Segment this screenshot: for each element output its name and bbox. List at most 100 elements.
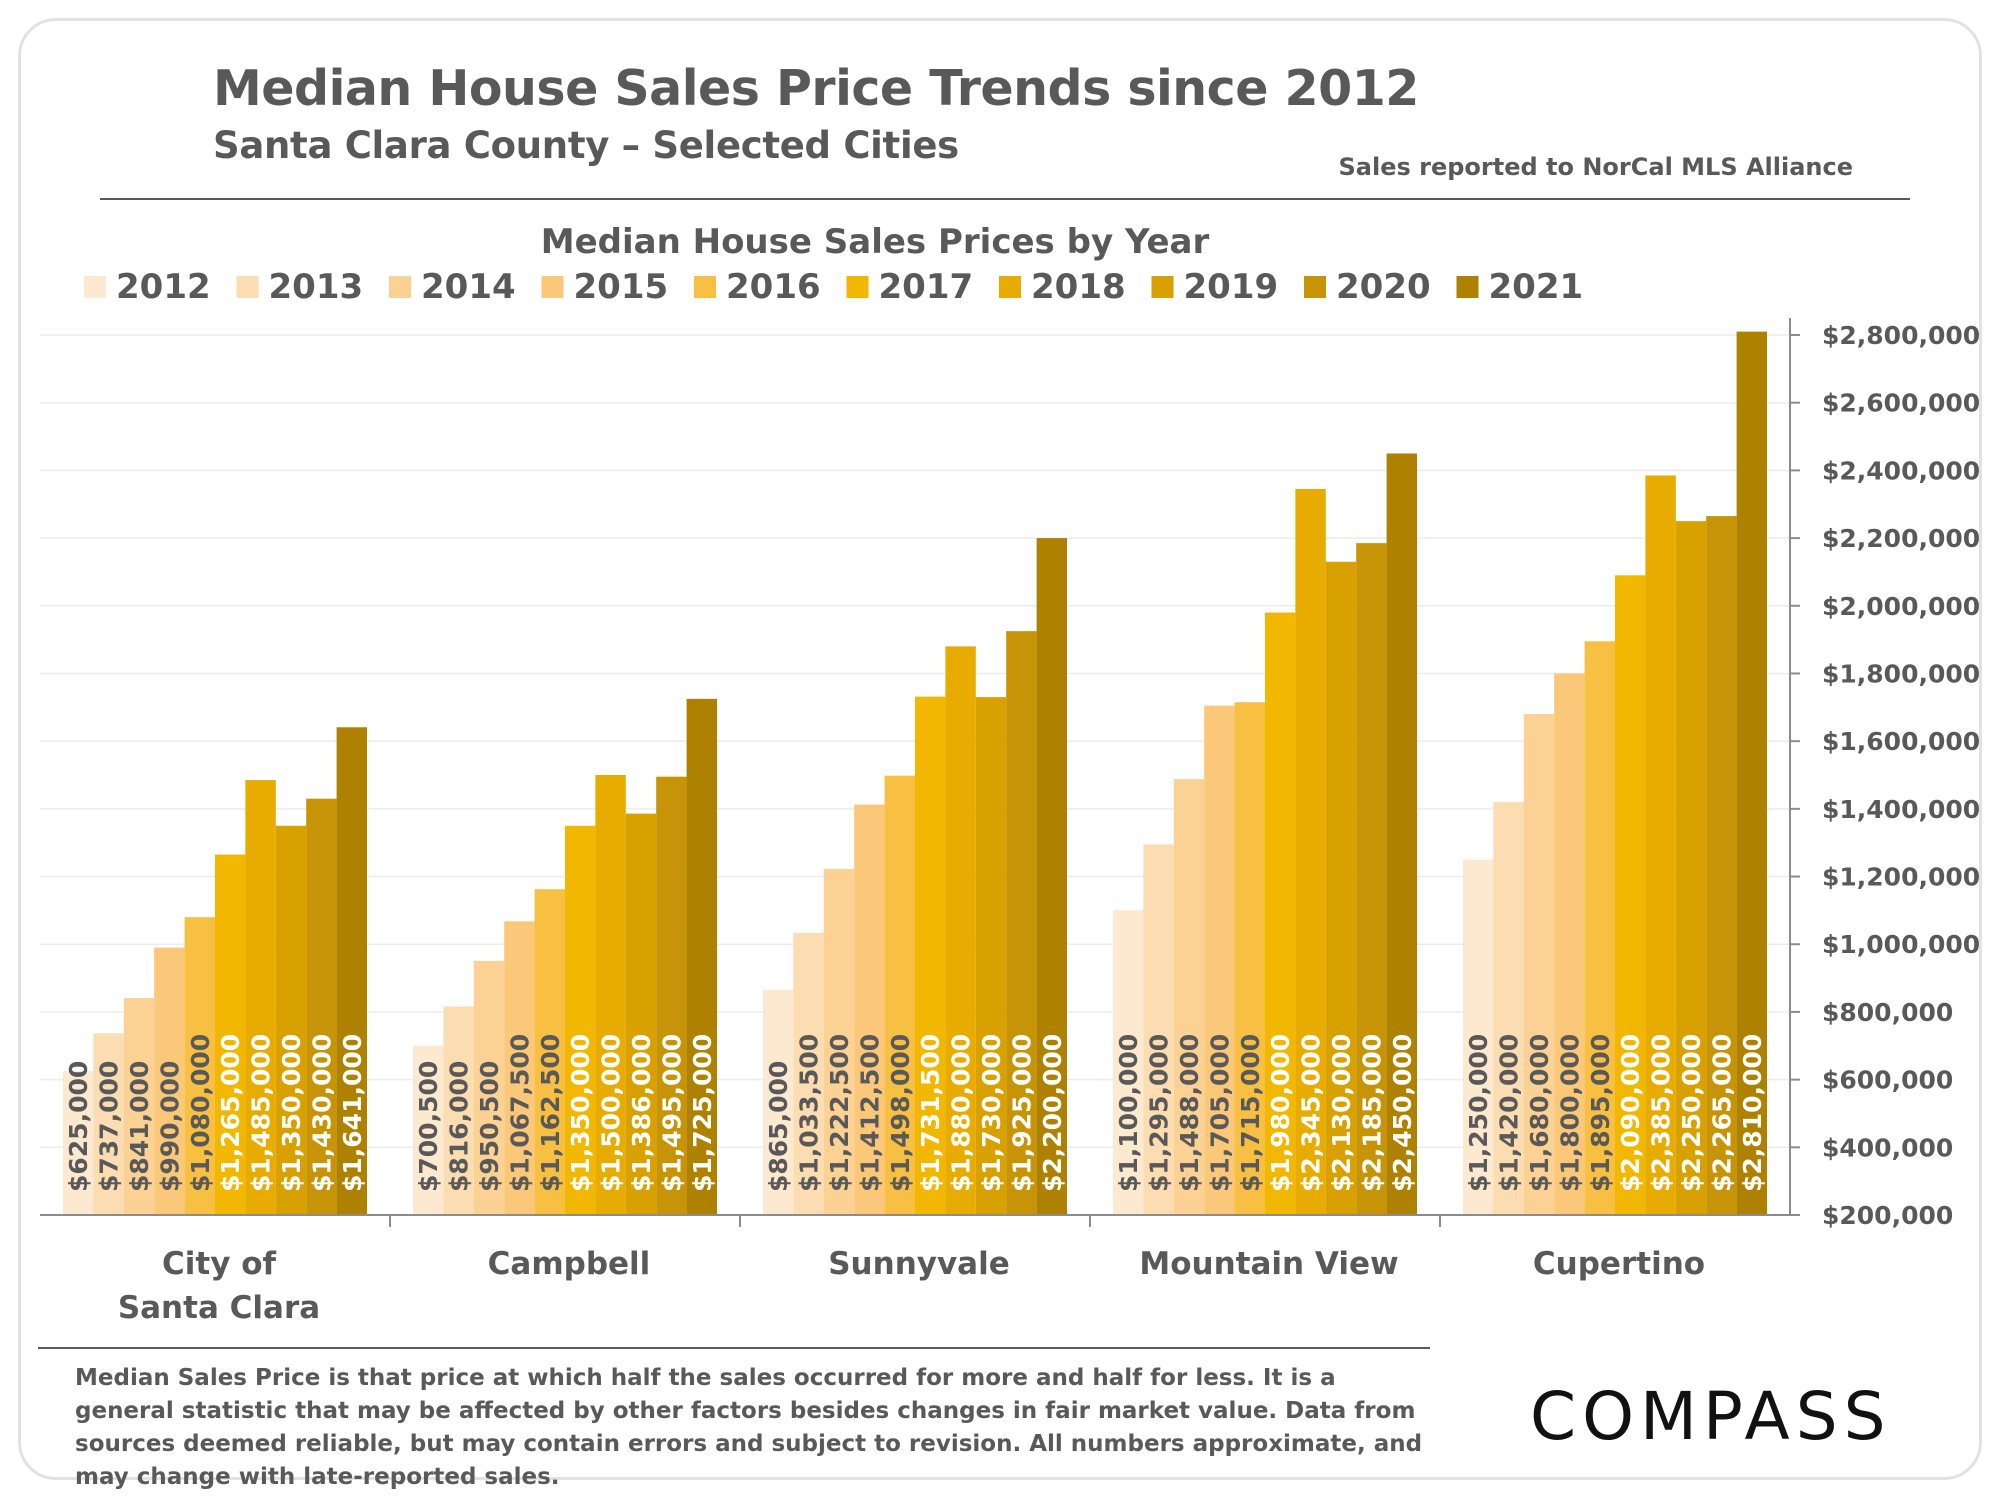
y-tick-label: $1,400,000 bbox=[1822, 795, 1980, 824]
data-label: $1,162,500 bbox=[536, 1034, 565, 1192]
bar-2015 bbox=[1204, 705, 1235, 1215]
legend-swatch bbox=[236, 276, 259, 298]
data-label: $1,731,500 bbox=[916, 1034, 945, 1192]
data-label: $1,895,000 bbox=[1586, 1034, 1615, 1192]
footnote: Median Sales Price is that price at whic… bbox=[75, 1365, 1423, 1490]
bar-2021 bbox=[686, 698, 717, 1215]
legend-swatch bbox=[1304, 276, 1326, 298]
category-label: Sunnyvale bbox=[828, 1246, 1010, 1282]
data-label: $1,412,500 bbox=[855, 1034, 884, 1192]
data-label: $1,715,000 bbox=[1236, 1034, 1265, 1192]
bar-2020 bbox=[656, 776, 687, 1215]
legend-label: 2012 bbox=[116, 267, 211, 307]
bar-2012 bbox=[763, 989, 794, 1215]
data-label: $1,925,000 bbox=[1007, 1034, 1036, 1192]
y-tick-label: $400,000 bbox=[1822, 1133, 1953, 1162]
data-label: $2,265,000 bbox=[1707, 1034, 1736, 1192]
bar-2016 bbox=[884, 775, 915, 1215]
data-label: $1,100,000 bbox=[1114, 1034, 1143, 1192]
bar-2020 bbox=[1006, 631, 1037, 1215]
bar-2017 bbox=[1615, 575, 1646, 1215]
axes: $200,000 $400,000 $600,000 $800,000 $1,000,0… bbox=[40, 318, 1980, 1326]
data-label: $1,250,000 bbox=[1464, 1034, 1493, 1192]
bar-2014 bbox=[123, 998, 155, 1215]
bar-2012 bbox=[1113, 910, 1144, 1215]
legend-swatch bbox=[84, 276, 106, 298]
bar-2014 bbox=[473, 960, 505, 1215]
page-title: Median House Sales Price Trends since 20… bbox=[213, 60, 1419, 117]
header-divider bbox=[100, 198, 1910, 200]
footer-divider bbox=[38, 1347, 1430, 1349]
y-tick-label: $1,600,000 bbox=[1822, 727, 1980, 756]
data-label: $1,350,000 bbox=[277, 1034, 306, 1192]
data-label: $1,500,000 bbox=[597, 1034, 626, 1192]
legend: 2012 2013 2014 2015 2016 2017 2018 2019 2020 2021 bbox=[84, 267, 1583, 307]
data-label: $1,680,000 bbox=[1525, 1034, 1554, 1192]
data-label: $1,980,000 bbox=[1266, 1034, 1295, 1192]
data-label: $700,500 bbox=[414, 1061, 443, 1192]
bar-2016 bbox=[534, 889, 565, 1215]
y-tick-label: $1,800,000 bbox=[1822, 659, 1980, 688]
bar-2013 bbox=[93, 1033, 124, 1215]
data-label: $1,705,000 bbox=[1205, 1034, 1234, 1192]
bar-2014 bbox=[823, 868, 855, 1215]
page-subtitle: Santa Clara County – Selected Cities bbox=[213, 124, 959, 167]
data-label: $1,495,000 bbox=[657, 1034, 686, 1192]
data-label: $2,385,000 bbox=[1647, 1034, 1676, 1192]
bar-2018 bbox=[1645, 475, 1676, 1215]
bar-2021 bbox=[336, 727, 367, 1215]
compass-logo: COMPASS bbox=[1530, 1378, 1892, 1455]
bar-2021 bbox=[1036, 538, 1067, 1215]
legend-label: 2019 bbox=[1184, 267, 1279, 307]
y-tick-label: $1,200,000 bbox=[1822, 863, 1980, 892]
y-tick-label: $600,000 bbox=[1822, 1066, 1953, 1095]
data-label: $2,185,000 bbox=[1357, 1034, 1386, 1192]
y-tick-label: $2,000,000 bbox=[1822, 592, 1980, 621]
data-label: $1,033,500 bbox=[795, 1034, 824, 1192]
bar-2014 bbox=[1523, 714, 1555, 1215]
data-label: $1,800,000 bbox=[1555, 1034, 1584, 1192]
bar-2013 bbox=[1493, 802, 1524, 1215]
data-labels: $625,000 $737,000 $841,000 $990,000 $1,080,0… bbox=[64, 1034, 1767, 1192]
legend-label: 2016 bbox=[726, 267, 821, 307]
y-tick-label: $1,000,000 bbox=[1822, 930, 1980, 959]
bar-2016 bbox=[184, 917, 215, 1215]
data-label: $2,090,000 bbox=[1616, 1034, 1645, 1192]
data-label: $1,420,000 bbox=[1495, 1034, 1524, 1192]
bar-2017 bbox=[915, 696, 946, 1215]
bar-2021 bbox=[1736, 331, 1767, 1216]
data-label: $1,725,000 bbox=[688, 1034, 717, 1192]
bar-2019 bbox=[1675, 521, 1707, 1215]
data-label: $1,067,500 bbox=[505, 1034, 534, 1192]
legend-label: 2017 bbox=[879, 267, 974, 307]
y-tick-label: $2,200,000 bbox=[1822, 524, 1980, 553]
data-label: $625,000 bbox=[64, 1061, 93, 1192]
bar-2019 bbox=[1325, 561, 1357, 1215]
bar-2017 bbox=[215, 854, 246, 1215]
data-label: $2,345,000 bbox=[1297, 1034, 1326, 1192]
legend-swatch bbox=[694, 276, 716, 298]
bar-2015 bbox=[1554, 673, 1585, 1215]
category-label: Santa Clara bbox=[118, 1290, 320, 1326]
data-label: $1,080,000 bbox=[186, 1034, 215, 1192]
data-label: $2,130,000 bbox=[1327, 1034, 1356, 1192]
y-tick-label: $200,000 bbox=[1822, 1201, 1953, 1230]
data-label: $1,430,000 bbox=[307, 1034, 336, 1192]
legend-label: 2013 bbox=[269, 267, 364, 307]
y-tick-label: $2,800,000 bbox=[1822, 321, 1980, 350]
bar-2014 bbox=[1173, 779, 1205, 1215]
bar-2017 bbox=[565, 825, 596, 1215]
category-label: City of bbox=[162, 1246, 276, 1282]
bar-2015 bbox=[504, 921, 535, 1215]
bar-2015 bbox=[854, 804, 885, 1215]
bar-2020 bbox=[1356, 543, 1387, 1215]
legend-swatch bbox=[999, 276, 1021, 298]
data-label: $2,200,000 bbox=[1038, 1034, 1067, 1192]
bar-2021 bbox=[1386, 453, 1417, 1215]
data-label: $1,485,000 bbox=[247, 1034, 276, 1192]
data-label: $1,641,000 bbox=[338, 1034, 367, 1192]
bar-2018 bbox=[945, 646, 976, 1215]
data-label: $1,265,000 bbox=[216, 1034, 245, 1192]
data-label: $1,730,000 bbox=[977, 1034, 1006, 1192]
